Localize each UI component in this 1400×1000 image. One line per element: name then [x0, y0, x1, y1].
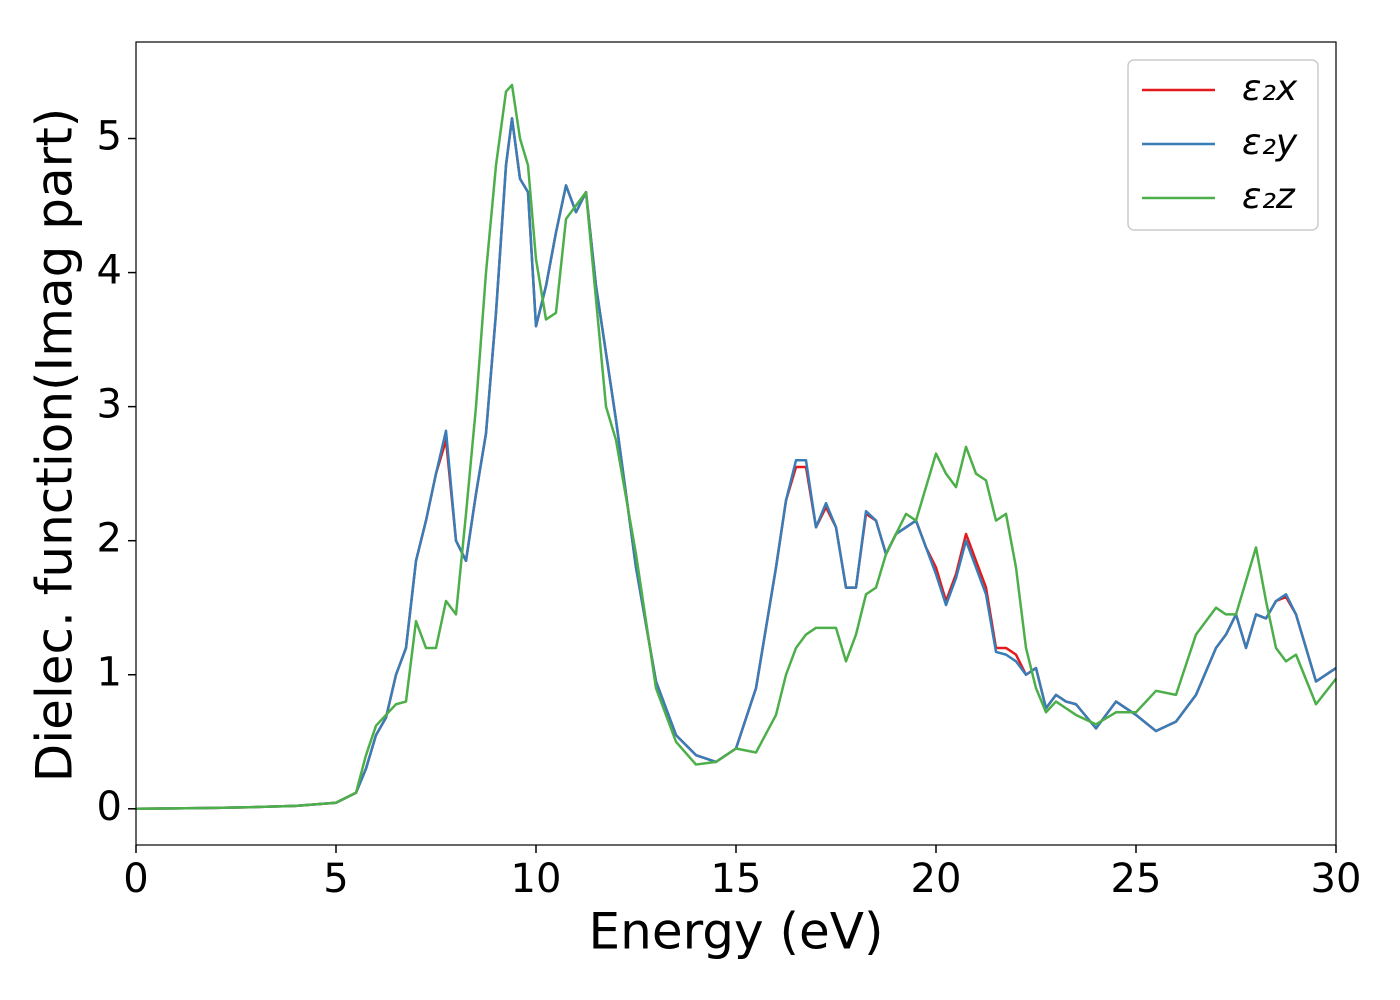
plot-frame	[135, 41, 1337, 846]
legend-label: ε₂x	[1242, 68, 1298, 109]
legend-box	[1127, 59, 1319, 231]
x-tick-label: 30	[1311, 856, 1362, 902]
y-tick-label: 0	[97, 784, 122, 830]
legend-label: ε₂z	[1242, 176, 1296, 217]
legend-label: ε₂y	[1242, 122, 1298, 163]
x-tick-label: 25	[1111, 856, 1162, 902]
y-tick-label: 1	[97, 650, 122, 696]
x-tick-label: 5	[323, 856, 348, 902]
y-tick-label: 5	[97, 114, 122, 160]
line-series	[135, 117, 1337, 811]
x-tick-label: 20	[911, 856, 962, 902]
y-tick-label: 2	[97, 516, 122, 562]
x-tick-label: 10	[511, 856, 562, 902]
x-axis-label: Energy (eV)	[589, 903, 884, 961]
y-axis-label: Dielec. function(Imag part)	[26, 108, 84, 783]
x-tick-label: 15	[711, 856, 762, 902]
y-tick-label: 3	[97, 382, 122, 428]
line-series	[135, 83, 1337, 811]
x-tick-label: 0	[123, 856, 148, 902]
y-tick-label: 4	[97, 248, 122, 294]
